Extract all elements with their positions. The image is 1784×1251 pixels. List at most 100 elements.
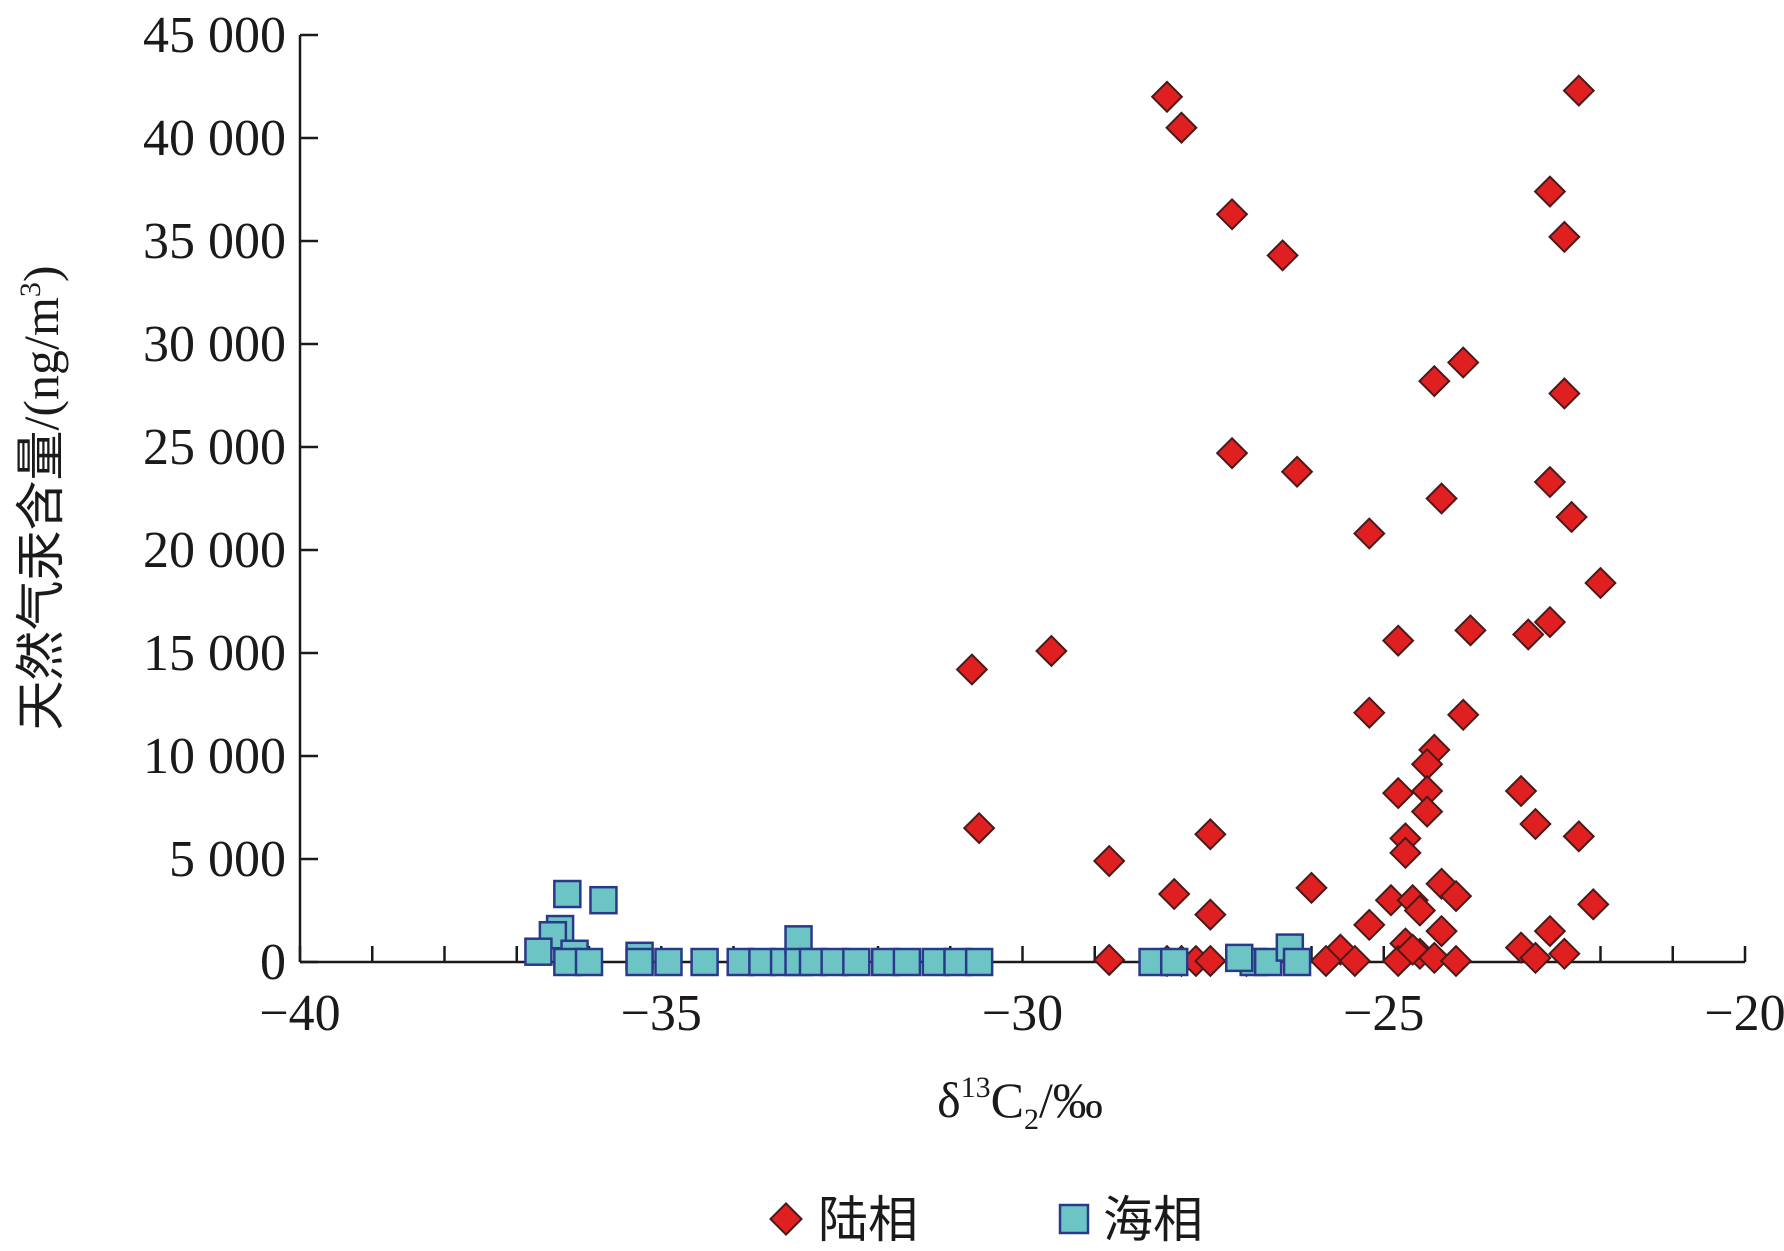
data-point-continental bbox=[1446, 346, 1480, 379]
data-point-continental bbox=[1584, 566, 1617, 600]
y-tick-label: 0 bbox=[260, 934, 286, 991]
data-point-marine bbox=[625, 947, 654, 977]
data-point-continental bbox=[1215, 436, 1249, 470]
data-point-continental bbox=[1215, 197, 1249, 231]
y-axis-title-main: 天然气汞含量/(ng/m bbox=[13, 297, 69, 730]
data-point-continental bbox=[1562, 820, 1596, 853]
data-point-marine bbox=[654, 947, 683, 977]
data-point-continental bbox=[1157, 877, 1191, 911]
data-point-continental bbox=[1418, 364, 1451, 398]
data-point-continental bbox=[1548, 377, 1581, 410]
data-point-continental bbox=[1562, 74, 1596, 107]
legend: 陆相 海相 bbox=[769, 1191, 1203, 1249]
legend-marker-diamond bbox=[769, 1202, 803, 1236]
data-point-continental bbox=[1410, 774, 1444, 808]
data-point-marine bbox=[553, 879, 582, 909]
data-point-continental bbox=[1439, 944, 1473, 978]
data-point-continental bbox=[1309, 944, 1343, 978]
data-point-continental bbox=[1396, 933, 1429, 966]
data-point-marine bbox=[574, 947, 604, 977]
svg-text:δ13C2/‰: δ13C2/‰ bbox=[937, 1071, 1103, 1136]
data-point-continental bbox=[1519, 941, 1552, 975]
y-tick-label: 45 000 bbox=[143, 7, 286, 64]
data-point-continental bbox=[1194, 818, 1227, 851]
x-tick-label: −35 bbox=[621, 985, 702, 1042]
data-point-continental bbox=[962, 811, 996, 845]
data-point-continental bbox=[1165, 111, 1198, 144]
data-point-continental bbox=[1266, 239, 1299, 272]
data-point-marine bbox=[690, 947, 719, 977]
x-axis-title-main: δ bbox=[937, 1072, 961, 1128]
y-axis-title-end: ) bbox=[13, 266, 69, 283]
x-tick-label: −20 bbox=[1704, 985, 1784, 1042]
data-point-continental bbox=[1353, 696, 1386, 730]
data-point-marine bbox=[1282, 947, 1312, 977]
data-point-continental bbox=[1381, 776, 1415, 810]
data-point-continental bbox=[1425, 914, 1458, 948]
data-point-continental bbox=[1389, 836, 1422, 870]
data-points bbox=[524, 74, 1617, 978]
data-point-marine bbox=[1225, 943, 1254, 973]
data-point-continental bbox=[1425, 482, 1458, 515]
data-point-marine bbox=[589, 885, 618, 915]
data-point-continental bbox=[1194, 898, 1227, 931]
legend-label-marine: 海相 bbox=[1103, 1191, 1203, 1249]
x-axis-title-base: C bbox=[991, 1072, 1024, 1128]
y-tick-label: 5 000 bbox=[169, 831, 286, 888]
data-point-marine bbox=[842, 947, 871, 977]
data-point-continental bbox=[1439, 879, 1473, 913]
data-point-marine bbox=[964, 947, 994, 977]
data-point-continental bbox=[1533, 465, 1567, 499]
y-ticks: 0 5 000 10 000 15 000 20 000 25 000 30 000 35 0… bbox=[143, 7, 318, 991]
legend-item-marine: 海相 bbox=[1058, 1191, 1203, 1249]
data-point-continental bbox=[1353, 517, 1386, 550]
data-point-continental bbox=[1548, 220, 1581, 254]
data-point-continental bbox=[1519, 807, 1552, 841]
data-point-continental bbox=[1092, 844, 1126, 878]
y-tick-label: 40 000 bbox=[143, 110, 286, 167]
data-point-continental bbox=[1410, 747, 1444, 781]
data-point-continental bbox=[1454, 614, 1487, 647]
series-square bbox=[524, 879, 1312, 977]
data-point-continental bbox=[1410, 795, 1444, 828]
y-tick-label: 20 000 bbox=[143, 522, 286, 579]
data-point-continental bbox=[1035, 634, 1068, 668]
legend-label-continental: 陆相 bbox=[818, 1191, 918, 1249]
x-tick-label: −40 bbox=[259, 985, 340, 1042]
axes: 0 5 000 10 000 15 000 20 000 25 000 30 000 35 0… bbox=[143, 7, 1784, 1042]
data-point-continental bbox=[1548, 937, 1581, 971]
data-point-continental bbox=[1381, 624, 1415, 657]
svg-text:天然气汞含量/(ng/m3): 天然气汞含量/(ng/m3) bbox=[13, 266, 69, 731]
legend-item-continental: 陆相 bbox=[769, 1191, 918, 1249]
legend-marker-square bbox=[1058, 1203, 1090, 1235]
y-tick-label: 30 000 bbox=[143, 316, 286, 373]
y-tick-label: 15 000 bbox=[143, 625, 286, 682]
x-axis-title-sup: 13 bbox=[961, 1071, 991, 1104]
x-axis-title-unit: /‰ bbox=[1039, 1072, 1103, 1128]
data-point-continental bbox=[1511, 618, 1545, 651]
data-point-marine bbox=[1159, 947, 1189, 977]
data-point-continental bbox=[1446, 698, 1480, 732]
data-point-continental bbox=[1533, 605, 1567, 639]
data-point-continental bbox=[1403, 894, 1437, 927]
x-ticks: −40 −35 −30 −25 −20 bbox=[259, 946, 1784, 1042]
y-tick-label: 25 000 bbox=[143, 419, 286, 476]
series-diamond bbox=[955, 74, 1617, 978]
data-point-continental bbox=[1092, 943, 1126, 977]
data-point-continental bbox=[1295, 871, 1328, 905]
data-point-marine bbox=[524, 937, 553, 966]
data-point-continental bbox=[955, 653, 989, 686]
x-tick-label: −25 bbox=[1343, 985, 1424, 1042]
data-point-continental bbox=[1555, 500, 1588, 534]
data-point-continental bbox=[1338, 944, 1372, 978]
data-point-continental bbox=[1353, 908, 1386, 942]
data-point-continental bbox=[1577, 888, 1610, 921]
data-point-continental bbox=[1374, 883, 1408, 917]
y-tick-label: 10 000 bbox=[143, 728, 286, 785]
x-tick-label: −30 bbox=[982, 985, 1063, 1042]
data-point-continental bbox=[1533, 175, 1567, 208]
data-point-continental bbox=[1504, 774, 1538, 808]
data-point-marine bbox=[1253, 947, 1283, 977]
y-tick-label: 35 000 bbox=[143, 213, 286, 270]
y-axis-title: 天然气汞含量/(ng/m3) bbox=[13, 266, 69, 731]
